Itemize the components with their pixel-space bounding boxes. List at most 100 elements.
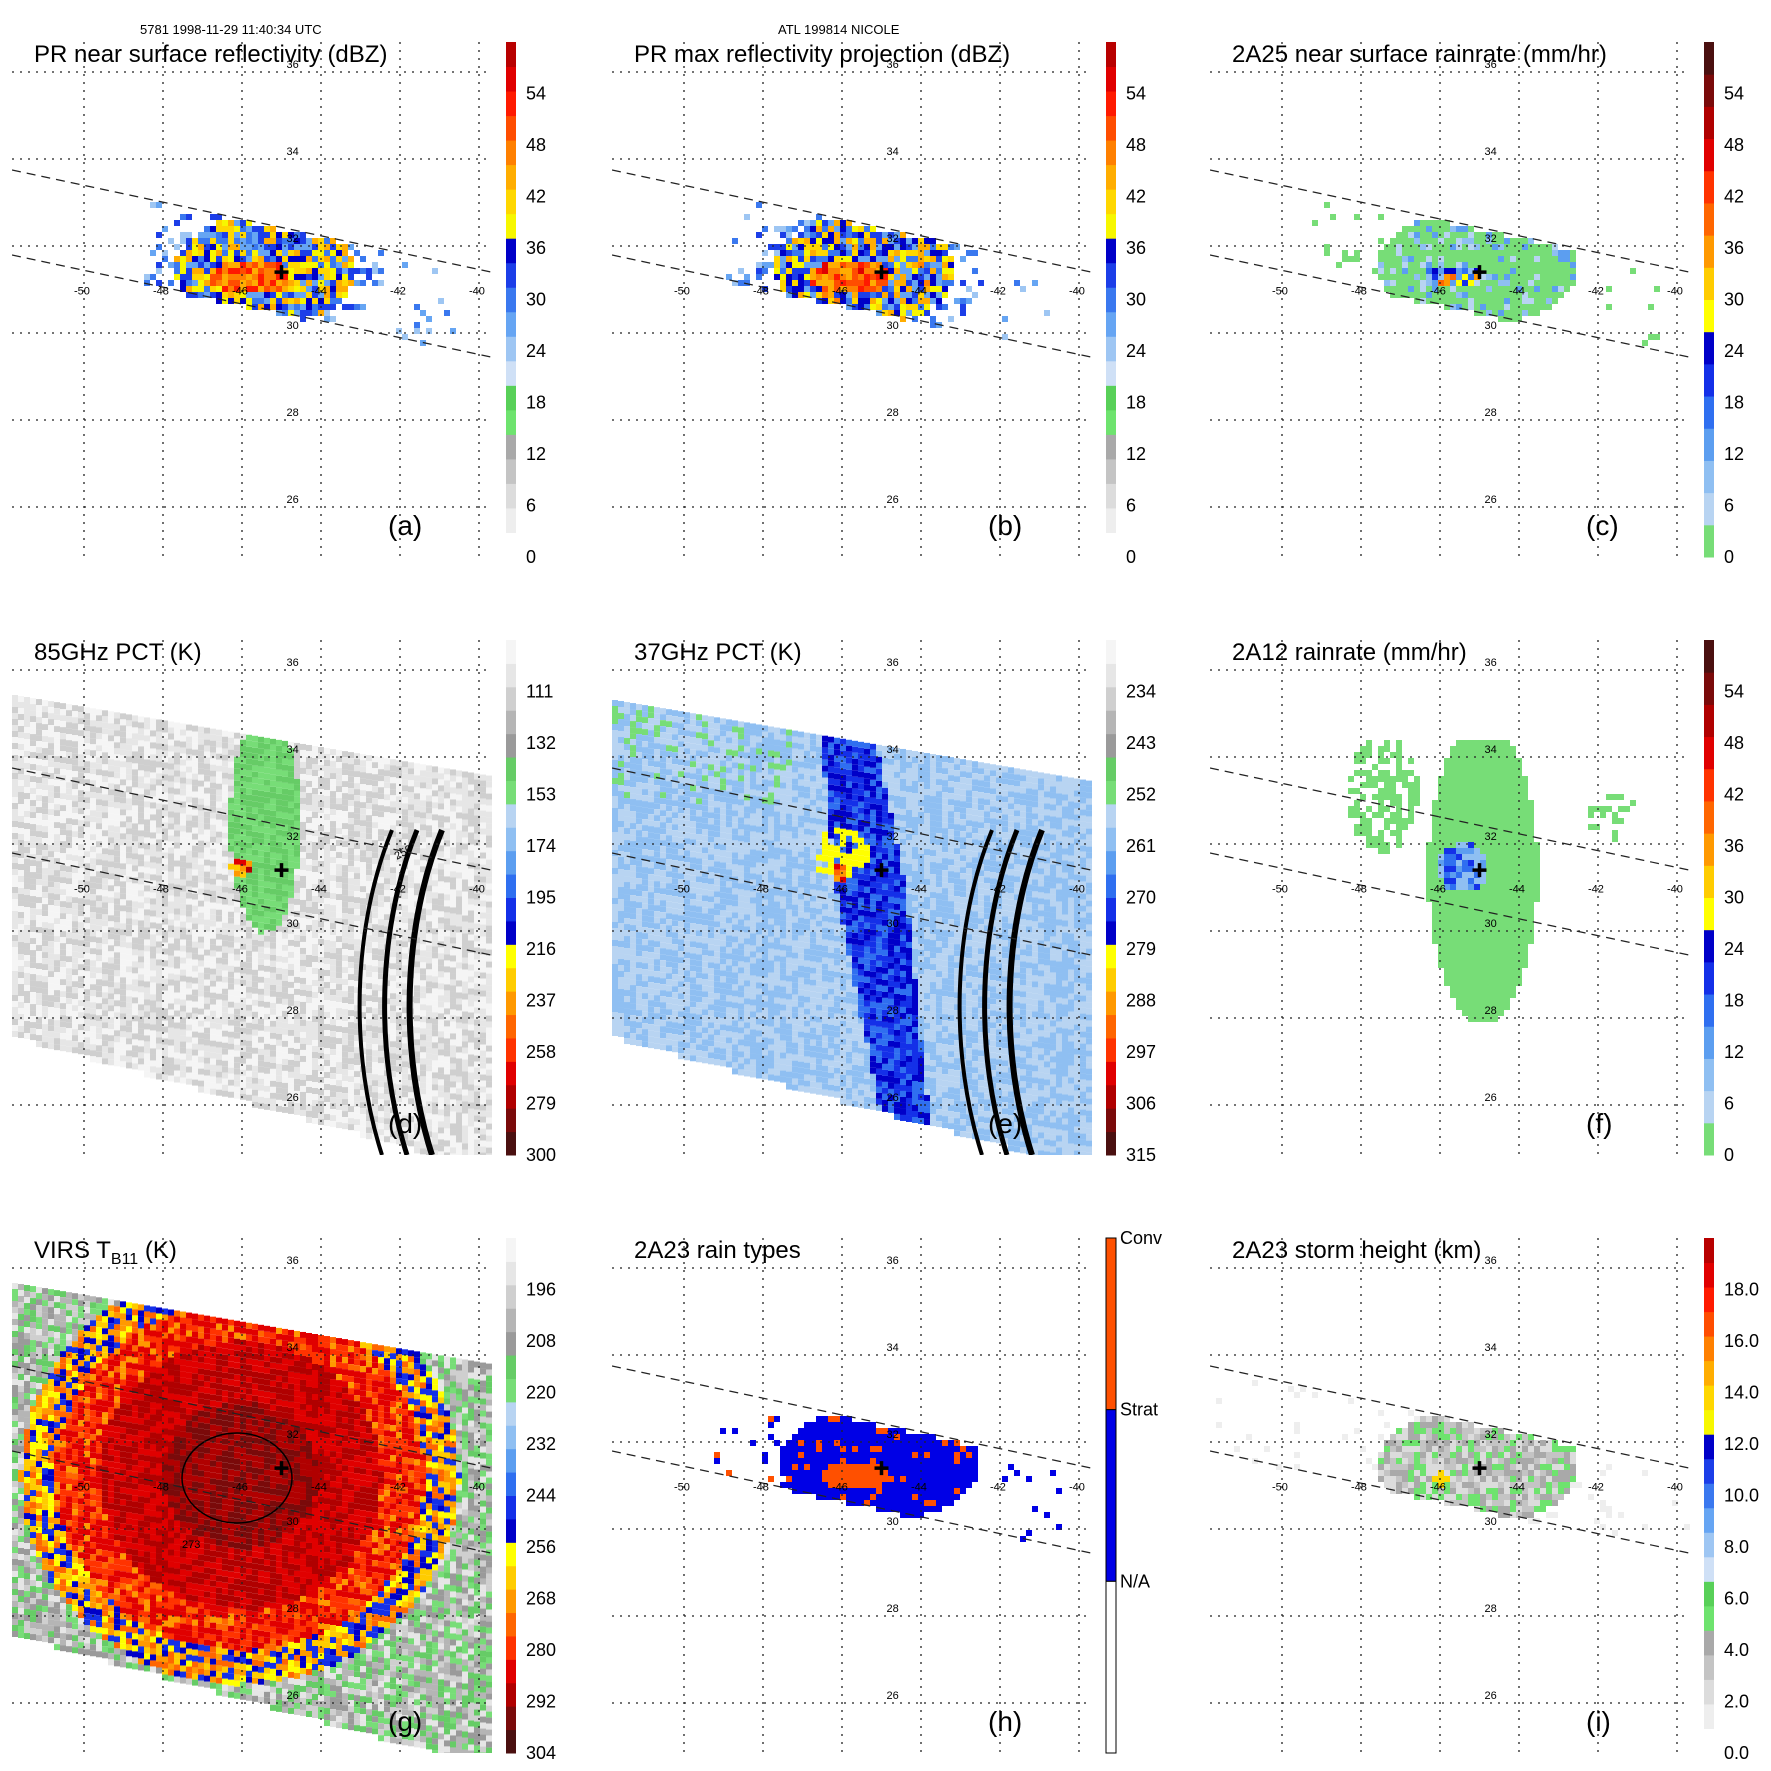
colorbar-category: Strat <box>1120 1400 1158 1420</box>
colorbar-tick: 24 <box>526 341 546 361</box>
lon-label: -48 <box>153 1482 169 1494</box>
lon-label: -40 <box>1069 286 1085 298</box>
lon-label: -48 <box>753 286 769 298</box>
map-h: 36 34 32 30 28 26 -50 -48 -46 -44 -42 -40 <box>612 1238 1092 1753</box>
lat-label: 32 <box>287 831 299 843</box>
lat-label: 32 <box>287 1429 299 1441</box>
panel-g: 273 36 34 32 30 28 26 -50 -48 -46 -44 -42 -40 VIRS TB… <box>12 1237 556 1763</box>
map-f: 36 34 32 30 28 26 -50 -48 -46 -44 -42 -40 <box>1210 640 1690 1155</box>
lon-label: -46 <box>832 1482 848 1494</box>
panel-label: (g) <box>388 1706 422 1737</box>
colorbar-tick: 252 <box>1126 785 1156 805</box>
colorbar-tick: 234 <box>1126 682 1156 702</box>
lat-label: 26 <box>887 1092 899 1104</box>
lat-label: 34 <box>1485 1342 1497 1354</box>
colorbar-tick: 24 <box>1724 341 1744 361</box>
lat-label: 36 <box>287 59 299 71</box>
panel-label: (i) <box>1586 1706 1611 1737</box>
colorbar-tick: 12 <box>1126 444 1146 464</box>
map-c: 36 34 32 30 28 26 -50 -48 -46 -44 -42 -40 <box>1210 42 1690 557</box>
lon-label: -44 <box>1509 286 1525 298</box>
lat-label: 28 <box>887 407 899 419</box>
lon-label: -42 <box>390 286 406 298</box>
colorbar-tick: 54 <box>1724 682 1744 702</box>
lon-label: -50 <box>74 1482 90 1494</box>
colorbar-tick: 18 <box>1126 393 1146 413</box>
storm-center-marker <box>1472 265 1487 280</box>
panel-label: (h) <box>988 1706 1022 1737</box>
lon-label: -46 <box>1430 1482 1446 1494</box>
lon-label: -42 <box>390 1482 406 1494</box>
lat-label: 36 <box>887 657 899 669</box>
lat-label: 36 <box>287 657 299 669</box>
lon-label: -44 <box>911 884 927 896</box>
colorbar-tick: 30 <box>526 290 546 310</box>
lon-label: -42 <box>990 286 1006 298</box>
lon-label: -48 <box>153 884 169 896</box>
panel-title: VIRS TB11 (K) <box>34 1237 177 1268</box>
colorbar-tick: 18.0 <box>1724 1280 1759 1300</box>
lat-label: 36 <box>1485 657 1497 669</box>
lon-label: -46 <box>832 286 848 298</box>
lon-label: -40 <box>469 1482 485 1494</box>
lat-label: 26 <box>287 1690 299 1702</box>
header-center: ATL 199814 NICOLE <box>778 22 900 37</box>
colorbar-tick: 174 <box>526 836 556 856</box>
panel-label: (d) <box>388 1108 422 1139</box>
lat-label: 36 <box>887 59 899 71</box>
colorbar-tick: 10.0 <box>1724 1486 1759 1506</box>
lat-label: 36 <box>1485 1255 1497 1267</box>
colorbar-tick: 6 <box>1126 496 1136 516</box>
colorbar-tick: 279 <box>526 1094 556 1114</box>
lon-label: -50 <box>74 286 90 298</box>
colorbar-b: 54 48 42 36 30 24 18 12 6 0 <box>1106 42 1146 567</box>
lat-label: 26 <box>887 1690 899 1702</box>
lat-label: 26 <box>287 1092 299 1104</box>
panel-title: PR near surface reflectivity (dBZ) <box>34 41 387 68</box>
colorbar-tick: 0 <box>526 547 536 567</box>
colorbar-f: 54 48 42 36 30 24 18 12 6 0 <box>1704 640 1744 1165</box>
lat-label: 28 <box>287 1005 299 1017</box>
panel-title: 2A23 rain types <box>634 1237 801 1264</box>
colorbar-tick: 132 <box>526 733 556 753</box>
colorbar-tick: 42 <box>1126 187 1146 207</box>
colorbar-tick: 268 <box>526 1589 556 1609</box>
colorbar-tick: 36 <box>1724 238 1744 258</box>
lon-label: -44 <box>311 1482 327 1494</box>
map-e: 36 34 32 30 28 26 -50 -48 -46 -44 -42 -40 <box>612 640 1092 1155</box>
lon-label: -50 <box>1272 1482 1288 1494</box>
colorbar-tick: 16.0 <box>1724 1331 1759 1351</box>
lon-label: -40 <box>1667 286 1683 298</box>
colorbar-c: 54 48 42 36 30 24 18 12 6 0 <box>1704 42 1744 567</box>
contour-label: 273 <box>182 1539 200 1551</box>
colorbar-tick: 292 <box>526 1692 556 1712</box>
map-b: 36 34 32 30 28 26 -50 -48 -46 -44 -42 -40 <box>612 42 1092 557</box>
lat-label: 36 <box>1485 59 1497 71</box>
colorbar-tick: 6 <box>526 496 536 516</box>
colorbar-tick: 297 <box>1126 1042 1156 1062</box>
colorbar-tick: 237 <box>526 991 556 1011</box>
colorbar-tick: 280 <box>526 1640 556 1660</box>
lon-label: -46 <box>232 884 248 896</box>
lat-label: 26 <box>1485 1092 1497 1104</box>
colorbar-category: N/A <box>1120 1571 1150 1591</box>
lat-label: 28 <box>887 1005 899 1017</box>
colorbar-tick: 12 <box>1724 444 1744 464</box>
storm-center-marker <box>1472 863 1487 878</box>
colorbar-tick: 243 <box>1126 733 1156 753</box>
lon-label: -48 <box>753 884 769 896</box>
colorbar-tick: 36 <box>526 238 546 258</box>
colorbar-tick: 315 <box>1126 1145 1156 1165</box>
lat-label: 26 <box>1485 1690 1497 1702</box>
colorbar-tick: 18 <box>1724 991 1744 1011</box>
lat-label: 32 <box>1485 831 1497 843</box>
colorbar-tick: 288 <box>1126 991 1156 1011</box>
colorbar-h: Conv Strat N/A <box>1105 1228 1162 1754</box>
lat-label: 34 <box>887 146 899 158</box>
colorbar-tick: 12 <box>526 444 546 464</box>
lat-label: 26 <box>1485 494 1497 506</box>
lon-label: -48 <box>1351 884 1367 896</box>
